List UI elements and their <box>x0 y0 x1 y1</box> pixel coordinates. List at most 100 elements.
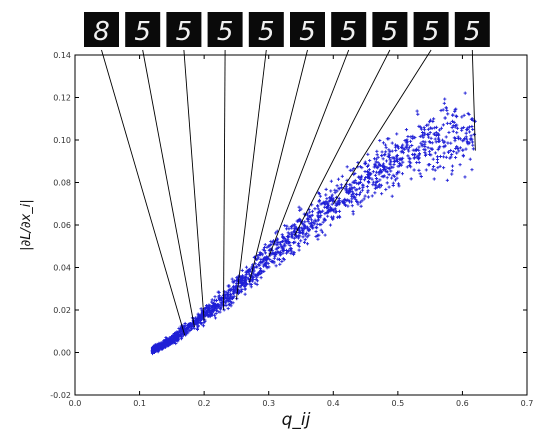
scatter-point <box>407 160 411 164</box>
scatter-point <box>290 249 294 253</box>
scatter-point <box>361 185 365 189</box>
x-axis-label: q_ij <box>282 410 311 430</box>
scatter-point <box>344 185 348 189</box>
scatter-point <box>470 140 475 144</box>
scatter-point <box>383 143 388 147</box>
scatter-point <box>421 140 425 144</box>
scatter-point <box>190 326 194 331</box>
scatter-point <box>335 189 339 193</box>
scatter-point <box>451 129 455 133</box>
scatter-point <box>460 115 464 119</box>
scatter-point <box>317 200 321 204</box>
scatter-point <box>445 121 449 125</box>
scatter-point <box>390 141 394 145</box>
scatter-point <box>363 169 367 174</box>
scatter-point <box>366 152 370 156</box>
scatter-point <box>208 309 212 313</box>
scatter-point <box>292 241 296 245</box>
scatter-point <box>205 308 210 312</box>
scatter-point <box>178 330 182 335</box>
scatter-point <box>461 148 465 152</box>
scatter-point <box>426 146 430 150</box>
scatter-point <box>455 126 460 130</box>
scatter-point <box>227 303 231 307</box>
scatter-point <box>283 236 287 240</box>
scatter-point <box>317 211 321 215</box>
scatter-point <box>227 284 231 288</box>
scatter-point <box>427 150 432 154</box>
scatter-point <box>238 285 242 289</box>
scatter-point <box>189 324 193 328</box>
scatter-point <box>390 156 394 160</box>
scatter-point <box>314 225 318 229</box>
scatter-point <box>336 203 340 207</box>
scatter-point <box>418 134 422 139</box>
scatter-point <box>217 290 221 295</box>
scatter-point <box>277 241 281 245</box>
scatter-point <box>198 315 202 319</box>
scatter-point <box>365 184 369 189</box>
scatter-point <box>392 160 396 164</box>
scatter-point <box>439 126 444 130</box>
scatter-point <box>297 248 301 252</box>
scatter-point <box>280 259 284 264</box>
scatter-point <box>264 262 268 266</box>
scatter-point <box>447 130 451 135</box>
scatter-point <box>245 269 249 273</box>
connector-line <box>248 49 308 283</box>
scatter-point <box>238 277 243 281</box>
scatter-point <box>232 280 236 284</box>
scatter-point <box>269 239 273 244</box>
scatter-point <box>348 168 352 172</box>
scatter-point <box>381 141 386 145</box>
scatter-point <box>387 152 391 156</box>
scatter-point <box>424 168 428 172</box>
scatter-point <box>302 240 307 244</box>
scatter-point <box>261 264 266 268</box>
scatter-point <box>155 349 159 353</box>
scatter-point <box>286 249 291 253</box>
scatter-point <box>423 153 428 158</box>
scatter-point <box>324 187 328 191</box>
scatter-point <box>200 315 204 320</box>
scatter-point <box>272 256 276 260</box>
scatter-point <box>200 322 204 326</box>
scatter-point <box>196 320 200 325</box>
scatter-point <box>305 242 310 246</box>
scatter-point <box>319 202 323 206</box>
scatter-point <box>210 311 214 315</box>
scatter-point <box>221 303 225 307</box>
scatter-point <box>373 191 377 195</box>
scatter-point <box>401 160 405 164</box>
scatter-point <box>469 134 473 138</box>
scatter-point <box>262 269 266 273</box>
scatter-point <box>214 298 219 303</box>
scatter-point <box>320 230 325 234</box>
scatter-point <box>238 280 242 285</box>
scatter-point <box>391 183 395 188</box>
scatter-point <box>352 192 356 196</box>
scatter-point <box>410 143 414 148</box>
scatter-point <box>168 340 173 344</box>
scatter-point <box>396 170 400 175</box>
connector-line <box>142 49 195 328</box>
digit-thumbnail <box>372 12 408 47</box>
scatter-point <box>261 248 265 252</box>
scatter-point <box>431 157 435 161</box>
scatter-point <box>380 150 384 154</box>
scatter-point <box>433 137 437 141</box>
scatter-point <box>306 219 310 224</box>
scatter-point <box>354 197 358 202</box>
scatter-point <box>349 194 354 198</box>
scatter-point <box>432 177 436 181</box>
scatter-point <box>250 279 255 283</box>
scatter-point <box>407 145 412 149</box>
scatter-point <box>456 135 460 139</box>
scatter-point <box>374 160 378 164</box>
scatter-point <box>445 108 449 113</box>
scatter-point <box>321 220 325 224</box>
scatter-point <box>321 209 325 213</box>
scatter-point <box>373 173 378 177</box>
scatter-point <box>317 209 322 213</box>
